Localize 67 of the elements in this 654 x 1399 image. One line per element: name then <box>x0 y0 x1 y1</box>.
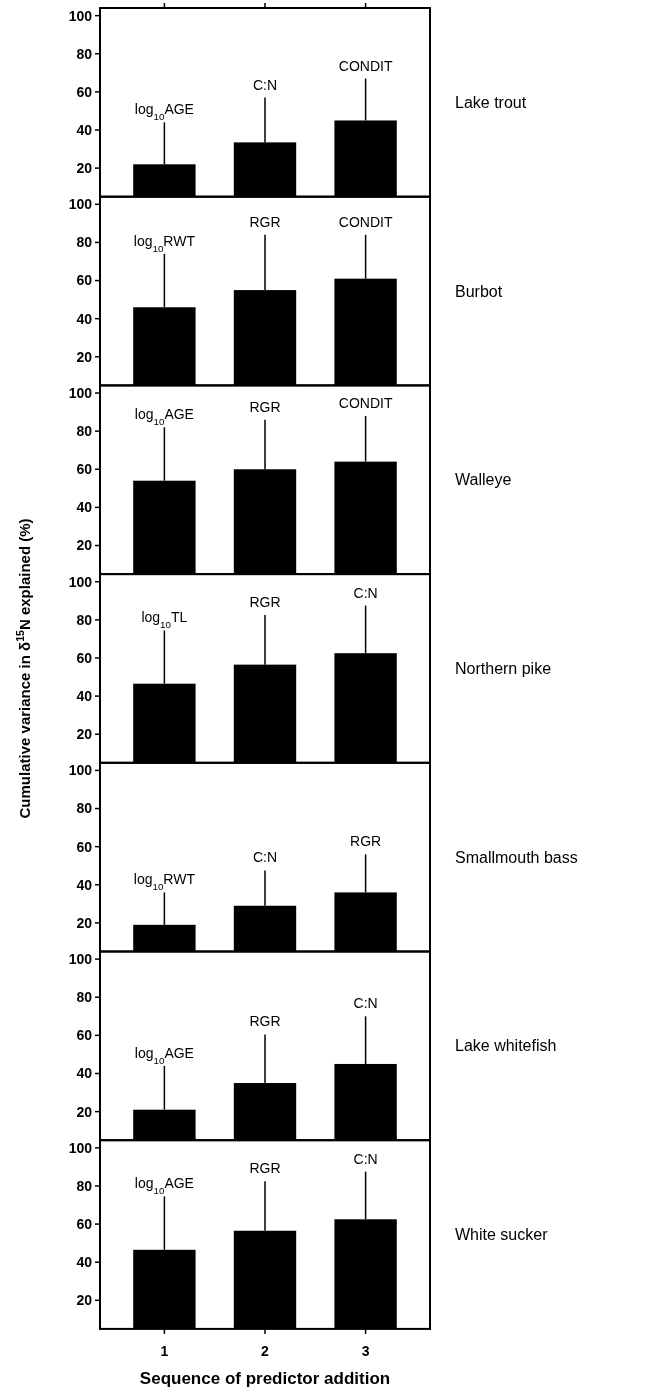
y-tick-label: 20 <box>76 914 93 931</box>
annotation: log$_{10}$RWT <box>133 232 196 254</box>
y-tick-label: 40 <box>76 876 93 893</box>
annotation: RGR <box>249 213 281 230</box>
y2-axis-title: Lake trout <box>455 93 527 111</box>
x-tick-label: 3 <box>361 1342 370 1359</box>
y-tick-label: 20 <box>76 726 93 743</box>
y-tick-label: 60 <box>76 649 93 666</box>
annotation: log$_{10}$AGE <box>134 101 194 122</box>
y-tick-label: 20 <box>76 348 93 365</box>
y-tick-label: 60 <box>76 83 93 100</box>
y-tick-label: 40 <box>76 1065 93 1082</box>
y-tick-label: 80 <box>76 800 93 817</box>
annotation: CONDIT <box>338 394 393 411</box>
annotation: C:N <box>252 849 278 866</box>
annotation: C:N <box>252 76 278 93</box>
y2-axis-title: Walleye <box>455 471 512 489</box>
y-tick-label: 20 <box>76 160 93 177</box>
annotation: RGR <box>249 1013 281 1030</box>
y-tick-label: 80 <box>76 1177 93 1194</box>
y-tick-label: 60 <box>76 272 93 289</box>
y-tick-label: 40 <box>76 121 93 138</box>
annotation: log$_{10}$TL <box>141 609 188 630</box>
annotation: log$_{10}$RWT <box>133 871 196 892</box>
y2-axis-title: Northern pike <box>455 660 552 678</box>
y-tick-label: 40 <box>76 310 93 327</box>
y-tick-label: 60 <box>76 1027 93 1044</box>
y-tick-label: 40 <box>76 1254 93 1271</box>
y-tick-label: 40 <box>76 687 93 704</box>
y-tick-label: 20 <box>76 1292 93 1309</box>
y-tick-label: 100 <box>68 951 93 968</box>
annotation: CONDIT <box>338 57 393 74</box>
annotation: RGR <box>249 398 281 415</box>
y-tick-label: 80 <box>76 989 93 1006</box>
annotation: RGR <box>249 1160 281 1177</box>
y-tick-label: 80 <box>76 45 93 62</box>
y-tick-label: 60 <box>76 1215 93 1232</box>
y-tick-label: 80 <box>76 611 93 628</box>
y-tick-label: 100 <box>68 7 93 24</box>
y2-axis-title: White sucker <box>455 1226 549 1244</box>
annotation: CONDIT <box>338 213 393 230</box>
y-tick-label: 100 <box>68 196 93 213</box>
x-tick-label: 1 <box>160 1342 169 1359</box>
y-tick-label: 80 <box>76 234 93 251</box>
y2-axis-title: Smallmouth bass <box>455 848 578 866</box>
annotation: RGR <box>350 833 382 850</box>
y2-axis-title: Lake whitefish <box>455 1037 557 1055</box>
y-tick-label: 100 <box>68 573 93 590</box>
annotation: C:N <box>353 995 378 1012</box>
y-tick-label: 100 <box>68 1139 93 1156</box>
y-tick-label: 40 <box>76 499 93 516</box>
x-axis-title: Sequence of predictor addition <box>139 1368 391 1388</box>
annotation: log$_{10}$AGE <box>134 1175 194 1196</box>
y-tick-label: 80 <box>76 423 93 440</box>
y2-axis-title: Burbot <box>455 282 503 300</box>
y-tick-label: 20 <box>76 537 93 554</box>
y-tick-label: 60 <box>76 461 93 478</box>
annotation: log$_{10}$AGE <box>134 1044 194 1066</box>
annotation: C:N <box>353 584 378 601</box>
y-tick-label: 100 <box>68 762 93 779</box>
y-tick-label: 20 <box>76 1103 93 1120</box>
annotation: RGR <box>249 594 281 611</box>
y-tick-label: 60 <box>76 838 93 855</box>
y-tick-label: 100 <box>68 384 93 401</box>
annotation: log$_{10}$AGE <box>134 406 194 427</box>
x-tick-label: 2 <box>261 1342 270 1359</box>
annotation: C:N <box>353 1150 378 1167</box>
